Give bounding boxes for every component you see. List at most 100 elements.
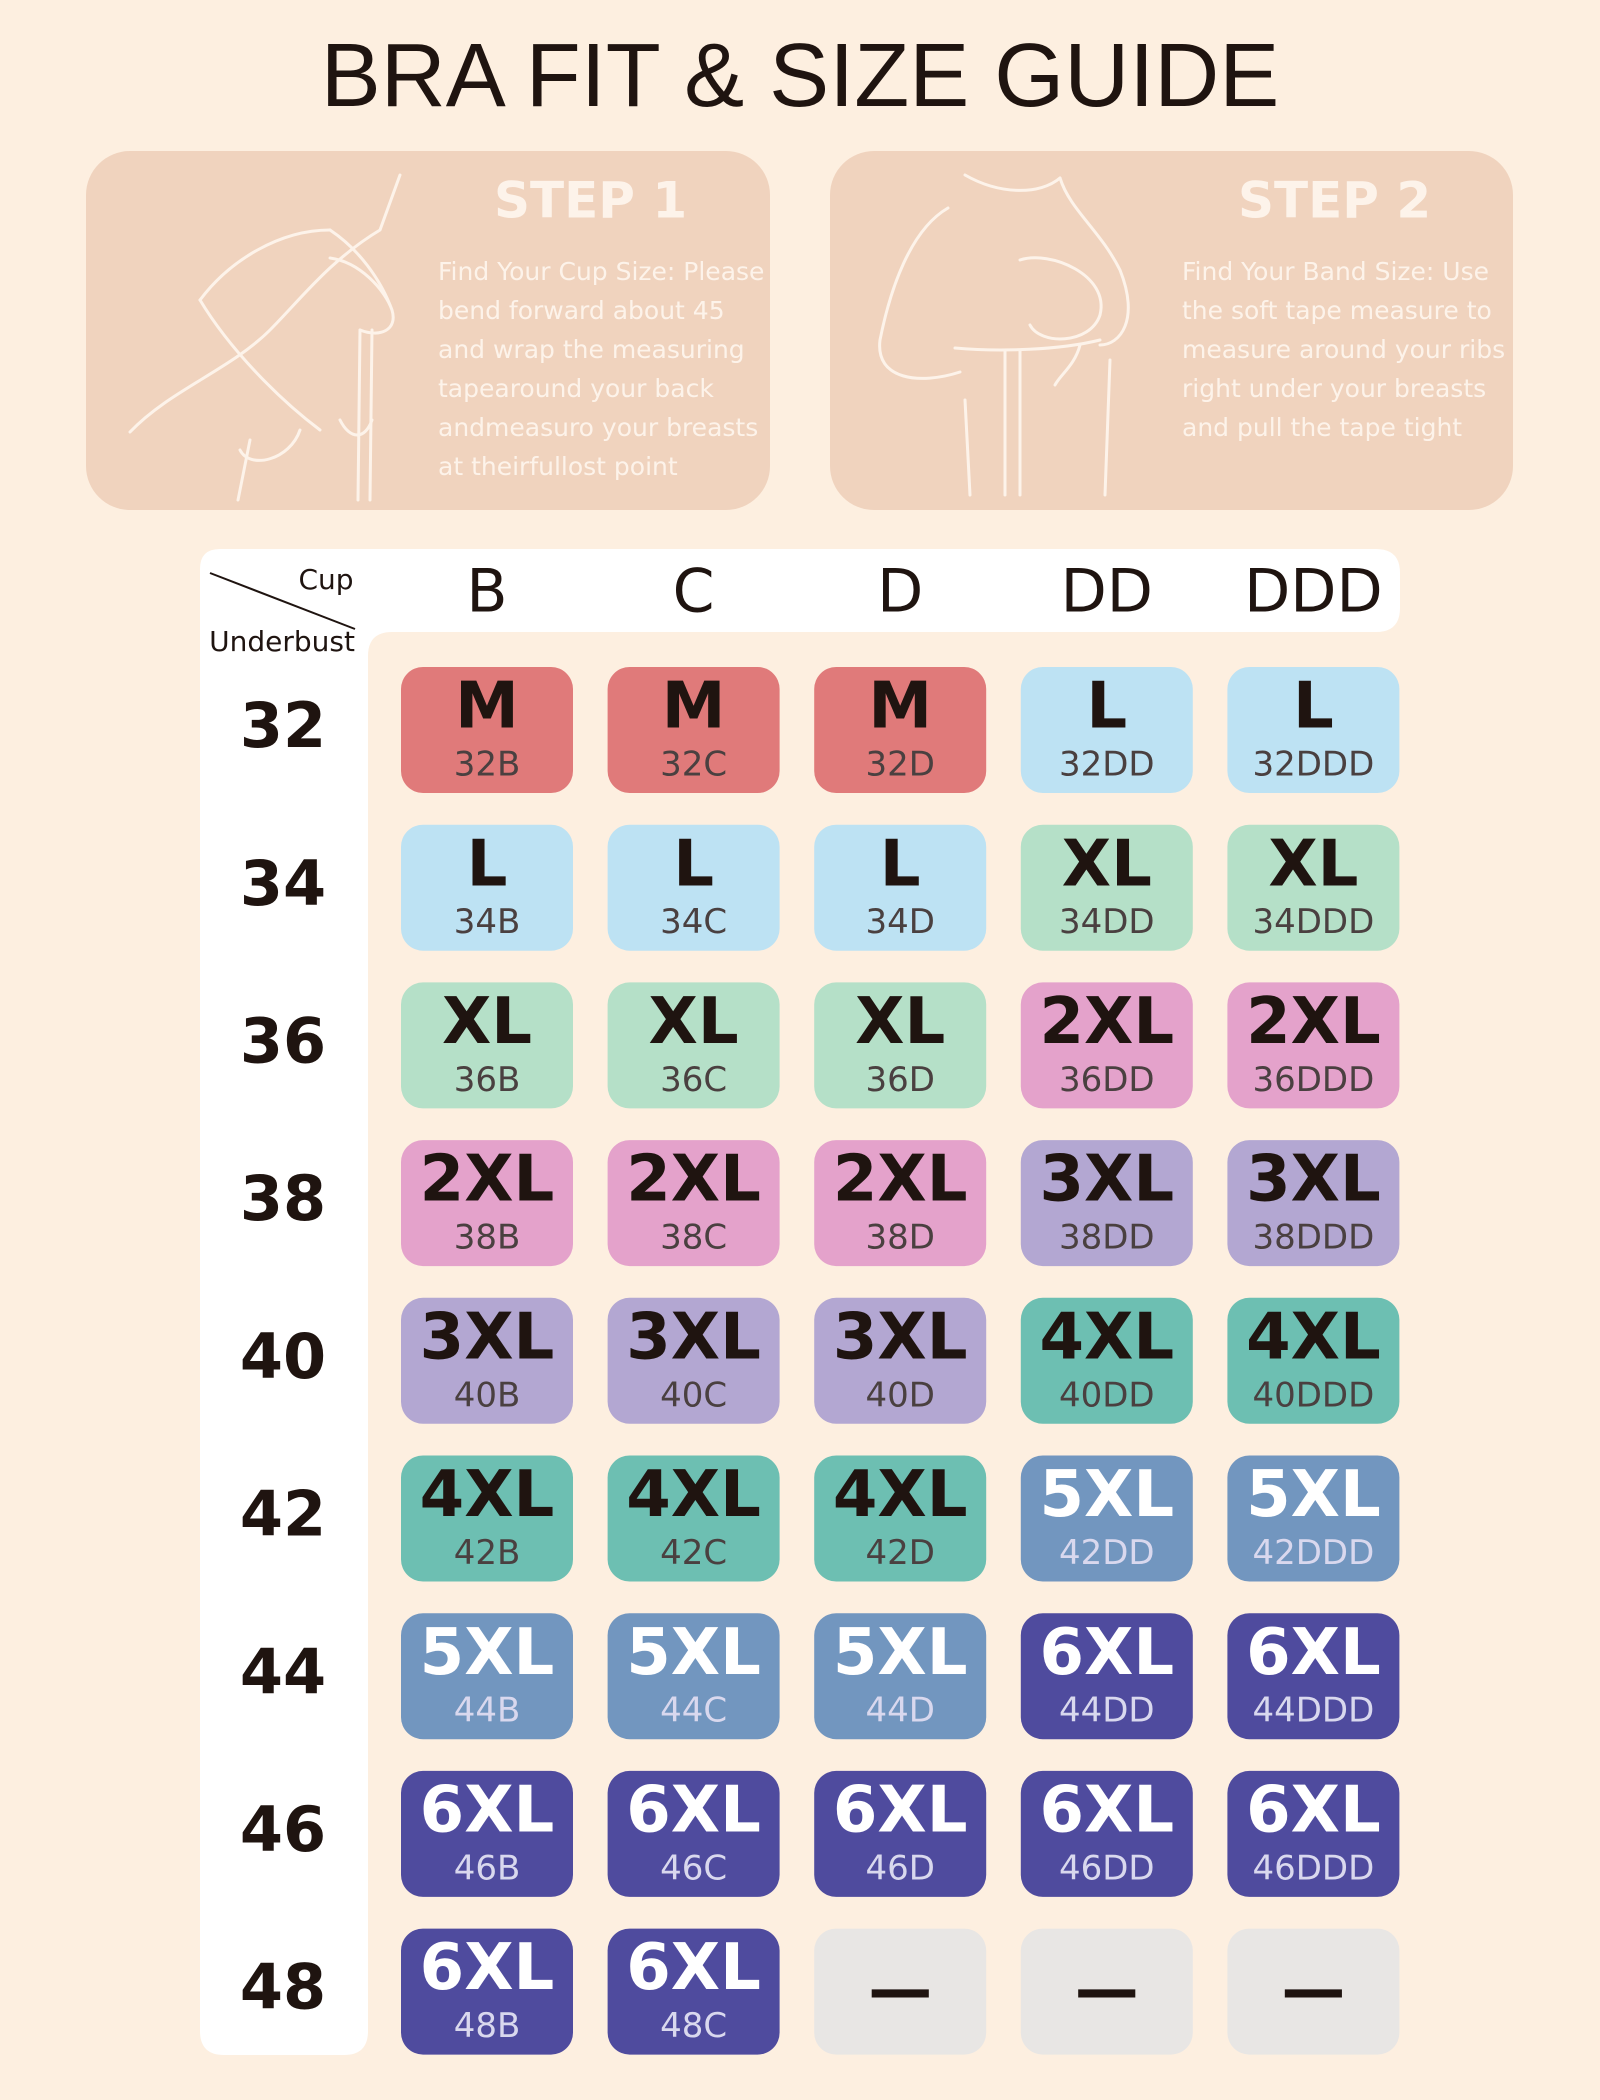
size-code: 44D (865, 1691, 934, 1731)
size-label: 6XL (1039, 1616, 1174, 1690)
size-label: 6XL (1039, 1773, 1174, 1847)
step-title: STEP 2 (1238, 172, 1431, 230)
size-label: 4XL (1246, 1300, 1381, 1374)
size-label: XL (1268, 827, 1358, 901)
size-label: 5XL (833, 1616, 968, 1690)
size-code: 32B (454, 745, 521, 785)
size-cell (401, 1455, 573, 1582)
size-code: 38B (454, 1218, 521, 1258)
step-text: and pull the tape tight (1182, 413, 1462, 442)
size-label: 3XL (626, 1300, 761, 1374)
size-cell (1020, 1140, 1193, 1267)
size-cell (814, 1455, 987, 1582)
size-label: 6XL (420, 1773, 555, 1847)
size-code: 36DD (1059, 1060, 1155, 1100)
page-title: BRA FIT & SIZE GUIDE (321, 26, 1280, 126)
step-text: andmeasuro your breasts (438, 413, 758, 442)
size-code: 42D (865, 1533, 934, 1573)
size-code: 32D (865, 745, 934, 785)
size-label: 6XL (1246, 1616, 1381, 1690)
size-code: 36DDD (1252, 1060, 1374, 1100)
size-cell (401, 824, 573, 951)
row-header: 32 (240, 689, 326, 762)
size-cell (1020, 1455, 1193, 1582)
size-label: 6XL (626, 1773, 761, 1847)
column-header: C (673, 557, 715, 627)
size-label: 3XL (833, 1300, 968, 1374)
corner-label: Cup (298, 563, 353, 596)
row-header: 40 (240, 1320, 326, 1393)
size-code: 44B (454, 1691, 521, 1731)
size-label: L (880, 827, 921, 901)
size-cell (607, 1140, 780, 1267)
step-card (86, 151, 770, 510)
column-header: DDD (1244, 557, 1383, 627)
size-code: 42B (454, 1533, 521, 1573)
size-code: 36C (660, 1060, 727, 1100)
size-label: 5XL (1039, 1458, 1174, 1532)
size-cell (1227, 1928, 1400, 2055)
row-header: 36 (240, 1004, 326, 1077)
size-cell (1227, 1770, 1400, 1897)
size-code: 46C (660, 1848, 727, 1888)
step-text: tapearound your back (438, 374, 714, 403)
size-label: 3XL (1039, 1143, 1174, 1217)
size-cell (814, 1770, 987, 1897)
row-header: 34 (240, 847, 326, 920)
size-label: 3XL (1246, 1143, 1381, 1217)
size-label: L (1293, 670, 1334, 744)
step-text: measure around your ribs (1182, 335, 1505, 364)
size-code: 36D (865, 1060, 934, 1100)
size-label: 6XL (1246, 1773, 1381, 1847)
size-label: 6XL (833, 1773, 968, 1847)
row-header: 48 (240, 1951, 326, 2024)
size-label: — (868, 1953, 932, 2027)
size-label: 4XL (833, 1458, 968, 1532)
size-code: 34B (454, 902, 521, 942)
size-label: XL (442, 985, 532, 1059)
size-cell (607, 1297, 780, 1424)
size-code: 36B (454, 1060, 521, 1100)
size-label: 6XL (626, 1931, 761, 2005)
size-label: 2XL (1246, 985, 1381, 1059)
step-text: Find Your Band Size: Use (1182, 257, 1489, 286)
step-text: at theirfullost point (438, 452, 678, 481)
size-code: 34DD (1059, 902, 1155, 942)
size-code: 46DD (1059, 1848, 1155, 1888)
size-cell (814, 1297, 987, 1424)
size-label: 5XL (1246, 1458, 1381, 1532)
row-header: 42 (240, 1478, 326, 1551)
size-cell (1227, 982, 1400, 1109)
size-cell (1020, 1928, 1193, 2055)
size-code: 38D (865, 1218, 934, 1258)
size-label: 4XL (626, 1458, 761, 1532)
step-text: and wrap the measuring (438, 335, 745, 364)
size-code: 32C (660, 745, 727, 785)
size-code: 34DDD (1252, 902, 1374, 942)
size-code: 38DD (1059, 1218, 1155, 1258)
size-code: 48C (660, 2006, 727, 2046)
size-cell (607, 1770, 780, 1897)
size-code: 32DD (1059, 745, 1155, 785)
row-header: 46 (240, 1793, 326, 1866)
size-cell (401, 982, 573, 1109)
size-code: 38C (660, 1218, 727, 1258)
size-cell (1020, 982, 1193, 1109)
size-label: 3XL (420, 1300, 555, 1374)
step-title: STEP 1 (494, 172, 687, 230)
size-cell (814, 824, 987, 951)
size-label: L (673, 827, 714, 901)
size-cell (607, 1613, 780, 1740)
size-cell (814, 667, 987, 793)
column-header: B (466, 557, 507, 627)
size-cell (814, 1140, 987, 1267)
size-cell (607, 824, 780, 951)
row-header: 44 (240, 1635, 326, 1708)
size-cell (1227, 1140, 1400, 1267)
size-code: 34C (660, 902, 727, 942)
size-label: 2XL (1039, 985, 1174, 1059)
size-code: 44C (660, 1691, 727, 1731)
size-code: 44DD (1059, 1691, 1155, 1731)
